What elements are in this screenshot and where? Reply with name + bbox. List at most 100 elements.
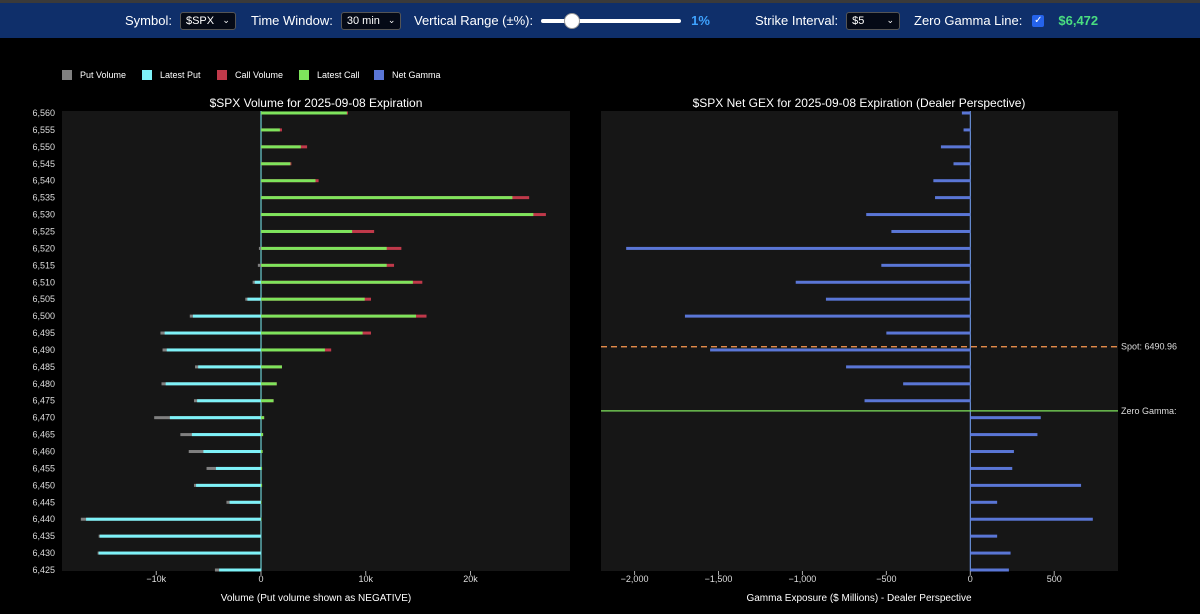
bar-latest-put xyxy=(192,314,262,318)
vertical-range-slider[interactable] xyxy=(541,12,682,29)
bar-latest-call xyxy=(261,382,277,386)
bar-net-gamma xyxy=(935,196,971,200)
zero-gamma-control: Zero Gamma Line: ✓ $6,472 xyxy=(914,3,1098,38)
slider-thumb[interactable] xyxy=(564,12,581,29)
bar-latest-put xyxy=(191,433,262,437)
strike-tick-label: 6,465 xyxy=(32,430,55,440)
x-tick-label: −10k xyxy=(146,574,166,584)
bar-latest-put xyxy=(164,331,262,335)
bar-net-gamma xyxy=(795,280,971,284)
strike-tick-label: 6,515 xyxy=(32,260,55,270)
bar-latest-call xyxy=(261,500,262,504)
bar-net-gamma xyxy=(970,466,1013,470)
bar-latest-put xyxy=(86,517,262,521)
bar-latest-call xyxy=(261,179,316,183)
time-window-select[interactable]: 30 min ⌄ xyxy=(340,11,401,30)
gex-x-axis-label: Gamma Exposure ($ Millions) - Dealer Per… xyxy=(746,593,972,604)
x-tick-label: −500 xyxy=(876,574,896,584)
bar-latest-put xyxy=(169,416,262,420)
bar-net-gamma xyxy=(710,348,971,352)
bar-latest-call xyxy=(261,145,301,149)
bar-put-volume xyxy=(257,263,262,267)
strike-tick-label: 6,430 xyxy=(32,548,55,558)
legend-item-put-volume[interactable]: Put Volume xyxy=(62,70,126,80)
bar-net-gamma xyxy=(881,263,971,267)
volume-chart: $SPX Volume for 2025-09-08 Expiration Vo… xyxy=(32,96,570,604)
bar-latest-call xyxy=(261,229,353,233)
bar-latest-put xyxy=(247,297,262,301)
vertical-range-value: 1% xyxy=(691,13,710,28)
strike-tick-label: 6,545 xyxy=(32,159,55,169)
zero-gamma-checkbox[interactable]: ✓ xyxy=(1032,14,1045,27)
bar-net-gamma xyxy=(684,314,971,318)
strike-tick-label: 6,505 xyxy=(32,294,55,304)
bar-net-gamma xyxy=(953,162,971,166)
bar-latest-call xyxy=(261,196,513,200)
bar-net-gamma xyxy=(970,483,1082,487)
legend-swatch xyxy=(299,70,309,80)
strike-tick-label: 6,435 xyxy=(32,531,55,541)
legend-label: Latest Put xyxy=(160,70,201,80)
strike-tick-label: 6,490 xyxy=(32,345,55,355)
bar-latest-put xyxy=(219,568,262,572)
bar-latest-call xyxy=(261,331,363,335)
time-window-value: 30 min xyxy=(346,14,380,27)
legend-swatch xyxy=(62,70,72,80)
bar-latest-call xyxy=(261,416,265,420)
time-window-label: Time Window: xyxy=(251,13,333,28)
bar-net-gamma xyxy=(961,111,971,115)
bar-latest-put xyxy=(254,280,262,284)
bar-latest-call xyxy=(261,111,347,115)
strike-tick-label: 6,475 xyxy=(32,396,55,406)
bar-net-gamma xyxy=(846,365,971,369)
legend-item-call-volume[interactable]: Call Volume xyxy=(217,70,283,80)
bar-latest-put xyxy=(197,399,262,403)
x-tick-label: 500 xyxy=(1047,574,1062,584)
bar-net-gamma xyxy=(970,450,1014,454)
legend-item-latest-call[interactable]: Latest Call xyxy=(299,70,360,80)
strike-interval-select[interactable]: $5 ⌄ xyxy=(846,11,901,30)
strike-tick-label: 6,425 xyxy=(32,565,55,575)
bar-latest-call xyxy=(261,128,280,132)
bar-latest-call xyxy=(261,517,262,521)
bar-net-gamma xyxy=(626,246,971,250)
bar-latest-call xyxy=(261,466,263,470)
bar-net-gamma xyxy=(886,331,971,335)
legend-label: Call Volume xyxy=(235,70,284,80)
bar-net-gamma xyxy=(970,416,1041,420)
strike-tick-label: 6,495 xyxy=(32,328,55,338)
bar-net-gamma xyxy=(866,213,971,217)
legend-item-net-gamma[interactable]: Net Gamma xyxy=(374,70,441,80)
strike-tick-label: 6,470 xyxy=(32,413,55,423)
x-tick-label: −2,000 xyxy=(621,574,649,584)
bar-latest-put xyxy=(165,382,262,386)
x-tick-label: 0 xyxy=(259,574,264,584)
legend-label: Net Gamma xyxy=(392,70,441,80)
strike-tick-label: 6,455 xyxy=(32,463,55,473)
zero-gamma-value: $6,472 xyxy=(1058,13,1099,28)
strike-tick-label: 6,460 xyxy=(32,447,55,457)
bar-latest-call xyxy=(261,399,274,403)
bar-net-gamma xyxy=(891,229,971,233)
bar-latest-put xyxy=(166,348,262,352)
chevron-down-icon: ⌄ xyxy=(387,15,396,25)
strike-tick-label: 6,440 xyxy=(32,514,55,524)
bar-latest-call xyxy=(261,297,365,301)
bar-net-gamma xyxy=(970,534,998,538)
symbol-label: Symbol: xyxy=(125,13,172,28)
bar-net-gamma xyxy=(933,179,971,183)
legend-swatch xyxy=(374,70,384,80)
bar-latest-put xyxy=(99,534,262,538)
legend-item-latest-put[interactable]: Latest Put xyxy=(142,70,201,80)
symbol-select[interactable]: $SPX ⌄ xyxy=(179,11,236,30)
bar-latest-put xyxy=(215,466,262,470)
legend-label: Put Volume xyxy=(80,70,127,80)
strike-tick-label: 6,485 xyxy=(32,362,55,372)
bar-put-volume xyxy=(258,246,262,250)
strike-tick-label: 6,530 xyxy=(32,210,55,220)
bar-net-gamma xyxy=(864,399,971,403)
control-bar: Symbol: $SPX ⌄ Time Window: 30 min ⌄ Ver… xyxy=(0,0,1200,38)
slider-track xyxy=(541,18,682,23)
strike-tick-label: 6,525 xyxy=(32,226,55,236)
x-tick-label: −1,000 xyxy=(789,574,817,584)
